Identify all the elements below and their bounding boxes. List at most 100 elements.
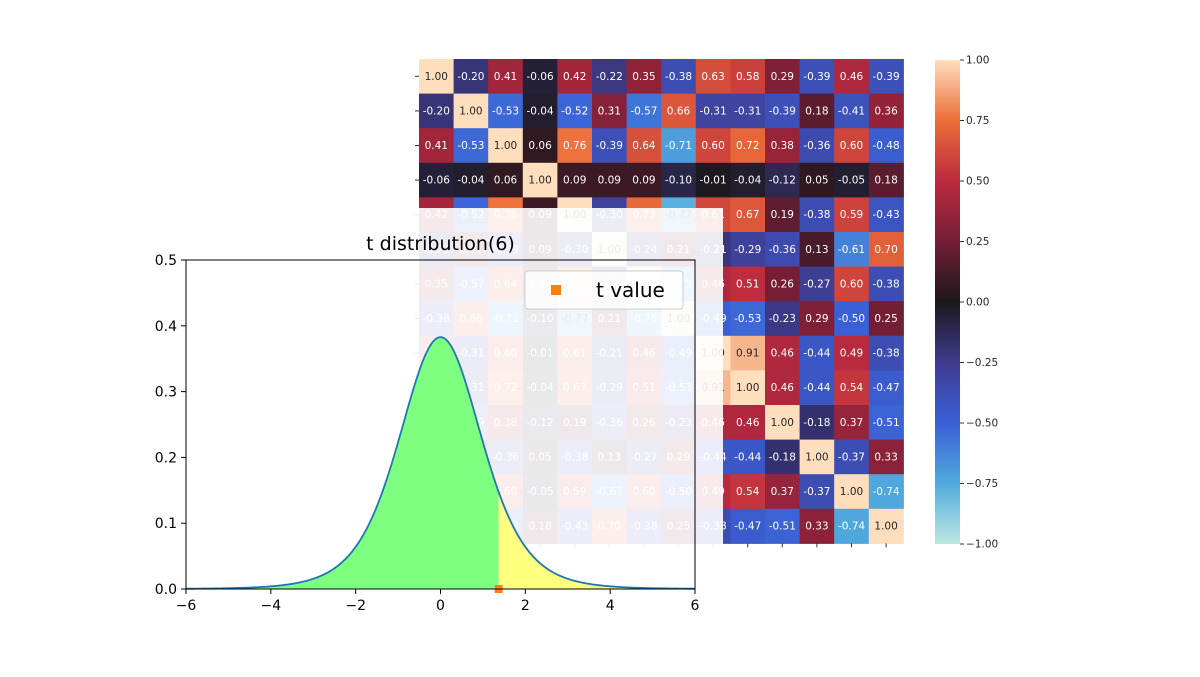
heatmap-cell — [834, 93, 870, 129]
heatmap-cell — [695, 59, 731, 95]
heatmap-cell — [765, 266, 801, 302]
heatmap-cell-label: -0.23 — [769, 313, 796, 325]
heatmap-cell-label: 0.05 — [805, 175, 828, 187]
heatmap-cell-label: 0.46 — [771, 348, 795, 360]
heatmap-cell-label: 0.41 — [494, 71, 517, 83]
heatmap-cell-label: 0.54 — [840, 382, 864, 394]
heatmap-cell-label: -0.50 — [838, 313, 865, 325]
t-distribution-plot: −6 −4 −2 0 2 4 6 0.0 0.1 0.2 0.3 0.4 0.5 t distributi… — [155, 233, 700, 614]
heatmap-cell-label: 0.46 — [840, 71, 864, 83]
heatmap-cell-label: -0.47 — [734, 521, 761, 533]
heatmap-cell — [765, 370, 801, 406]
heatmap-cell — [695, 93, 731, 129]
heatmap-cell — [765, 301, 801, 337]
heatmap-cell-label: -0.36 — [769, 244, 796, 256]
heatmap-cell — [799, 301, 835, 337]
heatmap-cell-label: -0.39 — [873, 71, 900, 83]
heatmap-cell — [419, 162, 455, 198]
heatmap-cell — [868, 162, 904, 198]
heatmap-cell-label: 0.60 — [840, 278, 863, 290]
heatmap-cell-label: 0.37 — [840, 417, 863, 429]
heatmap-cell-label: 0.37 — [771, 486, 794, 498]
heatmap-cell — [488, 93, 524, 129]
y-tick-label: 0.3 — [155, 385, 177, 401]
heatmap-cell — [868, 59, 904, 95]
heatmap-cell-label: -0.39 — [596, 140, 623, 152]
heatmap-cell — [626, 93, 662, 129]
heatmap-cell-label: -0.38 — [873, 348, 900, 360]
heatmap-cell-label: -0.41 — [838, 105, 865, 117]
legend: t value — [524, 270, 684, 310]
y-tick-label: 0.4 — [155, 319, 177, 335]
heatmap-cell — [799, 232, 835, 268]
heatmap-cell — [868, 232, 904, 268]
heatmap-cell — [730, 59, 766, 95]
heatmap-cell — [488, 128, 524, 164]
heatmap-cell-label: -0.18 — [769, 451, 796, 463]
heatmap-cell — [868, 508, 904, 544]
heatmap-cell-label: -0.74 — [873, 486, 900, 498]
heatmap-cell-label: 0.36 — [874, 105, 898, 117]
heatmap-cell-label: -0.37 — [803, 486, 830, 498]
heatmap-cell-label: -0.20 — [457, 71, 484, 83]
heatmap-cell-label: 0.29 — [805, 313, 828, 325]
heatmap-cell — [765, 162, 801, 198]
heatmap-cell — [730, 405, 766, 441]
heatmap-cell — [868, 405, 904, 441]
x-tick-label: 0 — [436, 598, 445, 614]
heatmap-cell — [799, 128, 835, 164]
heatmap-cell-label: -0.47 — [873, 382, 900, 394]
heatmap-cell — [799, 162, 835, 198]
heatmap-cell — [834, 266, 870, 302]
heatmap-cell — [765, 335, 801, 371]
heatmap-cell — [834, 232, 870, 268]
heatmap-cell — [522, 162, 558, 198]
heatmap-cell-label: -0.06 — [423, 175, 450, 187]
heatmap-cell — [730, 474, 766, 510]
heatmap-cell-label: 1.00 — [459, 105, 482, 117]
heatmap-cell — [522, 93, 558, 129]
heatmap-cell — [661, 93, 697, 129]
heatmap-cell-label: -0.27 — [803, 278, 830, 290]
heatmap-cell — [765, 405, 801, 441]
heatmap-cell — [868, 439, 904, 475]
heatmap-cell — [730, 508, 766, 544]
heatmap-cell — [453, 93, 489, 129]
heatmap-cell — [834, 59, 870, 95]
area-left-of-t — [186, 337, 499, 589]
heatmap-cell — [799, 474, 835, 510]
heatmap-cell-label: 0.35 — [632, 71, 655, 83]
heatmap-cell — [730, 162, 766, 198]
x-tick-label: 4 — [606, 598, 615, 614]
heatmap-cell — [592, 59, 628, 95]
y-tick-label: 0.0 — [155, 582, 177, 598]
heatmap-cell-label: 0.46 — [736, 417, 760, 429]
heatmap-cell-label: -0.44 — [734, 451, 761, 463]
colorbar-tick-label: −0.50 — [966, 418, 998, 430]
heatmap-cell — [799, 93, 835, 129]
heatmap-cell-label: 0.63 — [701, 71, 724, 83]
heatmap-cell-label: -0.04 — [457, 175, 484, 187]
heatmap-cell — [730, 439, 766, 475]
heatmap-cell — [730, 301, 766, 337]
heatmap-cell — [868, 93, 904, 129]
heatmap-cell — [419, 93, 455, 129]
density-curve — [185, 336, 696, 590]
heatmap-cell-label: -0.29 — [734, 244, 761, 256]
heatmap-cell-label: -0.53 — [492, 105, 519, 117]
heatmap-cell-label: -0.38 — [803, 209, 830, 221]
heatmap-cell-label: -0.36 — [803, 140, 830, 152]
heatmap-cell-label: -0.31 — [734, 105, 761, 117]
heatmap-cell-label: -0.61 — [838, 244, 865, 256]
x-tick-label: −4 — [261, 598, 282, 614]
heatmap-cell-label: 0.41 — [425, 140, 448, 152]
heatmap-cell — [834, 197, 870, 233]
heatmap-cell-label: 0.60 — [701, 140, 724, 152]
heatmap-cell — [730, 266, 766, 302]
x-tick-label: 2 — [521, 598, 530, 614]
heatmap-cell — [799, 508, 835, 544]
heatmap-cell — [730, 197, 766, 233]
heatmap-cell — [626, 128, 662, 164]
heatmap-cell — [522, 128, 558, 164]
heatmap-cell-label: -0.52 — [561, 105, 588, 117]
